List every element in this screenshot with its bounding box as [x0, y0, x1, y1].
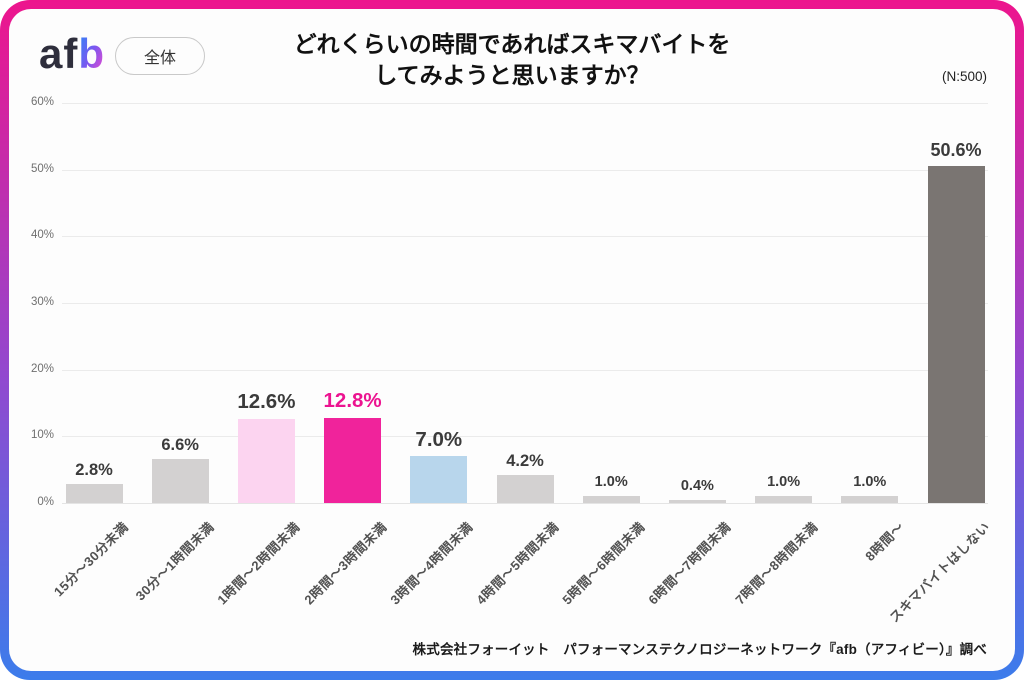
gridline-40% [62, 236, 988, 238]
value-label-0.4%: 0.4% [680, 478, 714, 495]
bar-7時間〜8時間未満 [755, 496, 813, 503]
bar-30分〜1時間未満 [151, 459, 209, 503]
value-label-4.2%: 4.2% [506, 451, 544, 470]
value-label-1.0%: 1.0% [767, 474, 801, 491]
bar-5時間〜6時間未満 [582, 496, 640, 503]
plot-area: 0% 10% 20% 30% 40% 50% 60% 2.8% 15分〜30分未満 6.6% 30分… [31, 96, 993, 625]
value-label-6.6%: 6.6% [161, 435, 199, 454]
value-label-1.0%: 1.0% [853, 474, 887, 491]
bar-8時間〜 [841, 496, 899, 503]
bar-6時間〜7時間未満 [668, 500, 726, 503]
x-axis-label-15分〜30分未満: 15分〜30分未満 [50, 519, 131, 600]
y-axis-tick-0%: 0% [37, 496, 54, 508]
chart-title: どれくらいの時間であればスキマバイトを してみようと思いますか？ [9, 29, 1015, 91]
gridline-30% [62, 303, 988, 304]
afb-logo-af: af [39, 30, 79, 77]
x-axis-label-6時間〜7時間未満: 6時間〜7時間未満 [645, 519, 735, 608]
y-axis-tick-20%: 20% [30, 362, 54, 375]
afb-logo: afb [39, 33, 105, 75]
x-axis-label-8時間〜: 8時間〜 [861, 519, 907, 564]
scope-badge: 全体 [115, 37, 205, 75]
gridline-10% [62, 436, 988, 438]
x-axis-label-3時間〜4時間未満: 3時間〜4時間未満 [387, 519, 476, 608]
bar-15分〜30分未満 [65, 484, 123, 503]
source-credit: 株式会社フォーイット パフォーマンステクノロジーネットワーク『afb（アフィビー… [412, 642, 987, 657]
gridline-20% [62, 369, 988, 371]
gridline-50% [62, 169, 988, 171]
x-axis-label-1時間〜2時間未満: 1時間〜2時間未満 [214, 519, 304, 608]
chart-title-line1: どれくらいの時間であればスキマバイトを [293, 31, 731, 57]
value-label-2.8%: 2.8% [75, 461, 113, 480]
gridline-0% [62, 503, 988, 504]
x-axis-label-30分〜1時間未満: 30分〜1時間未満 [132, 519, 217, 604]
sample-size-label: (N:500) [941, 69, 987, 84]
value-label-7.0%: 7.0% [415, 427, 463, 451]
y-axis-tick-10%: 10% [30, 429, 54, 442]
infographic-card: afb 全体 どれくらいの時間であればスキマバイトを してみようと思いますか？ … [9, 9, 1015, 671]
bar-2時間〜3時間未満 [324, 417, 382, 503]
value-label-12.8%: 12.8% [323, 389, 382, 413]
value-label-50.6%: 50.6% [930, 139, 982, 160]
value-label-1.0%: 1.0% [594, 474, 628, 491]
bar-3時間〜4時間未満 [410, 456, 468, 503]
gridline-60% [62, 103, 988, 104]
x-axis-label-4時間〜5時間未満: 4時間〜5時間未満 [473, 519, 562, 608]
chart-title-line2: してみようと思いますか？ [374, 62, 650, 88]
y-axis-tick-50%: 50% [30, 162, 54, 175]
bar-1時間〜2時間未満 [237, 419, 295, 503]
afb-logo-b: b [78, 30, 106, 77]
scope-badge-label: 全体 [143, 50, 176, 67]
bar-4時間〜5時間未満 [496, 475, 554, 503]
x-axis-label-7時間〜8時間未満: 7時間〜8時間未満 [731, 519, 821, 608]
value-label-12.6%: 12.6% [237, 390, 296, 414]
x-axis-label-2時間〜3時間未満: 2時間〜3時間未満 [300, 519, 390, 608]
y-axis-tick-30%: 30% [30, 296, 54, 308]
bar-スキマバイトはしない [927, 165, 985, 503]
y-axis-tick-40%: 40% [30, 229, 54, 242]
x-axis-label-5時間〜6時間未満: 5時間〜6時間未満 [559, 519, 648, 608]
y-axis-tick-60%: 60% [30, 96, 54, 108]
